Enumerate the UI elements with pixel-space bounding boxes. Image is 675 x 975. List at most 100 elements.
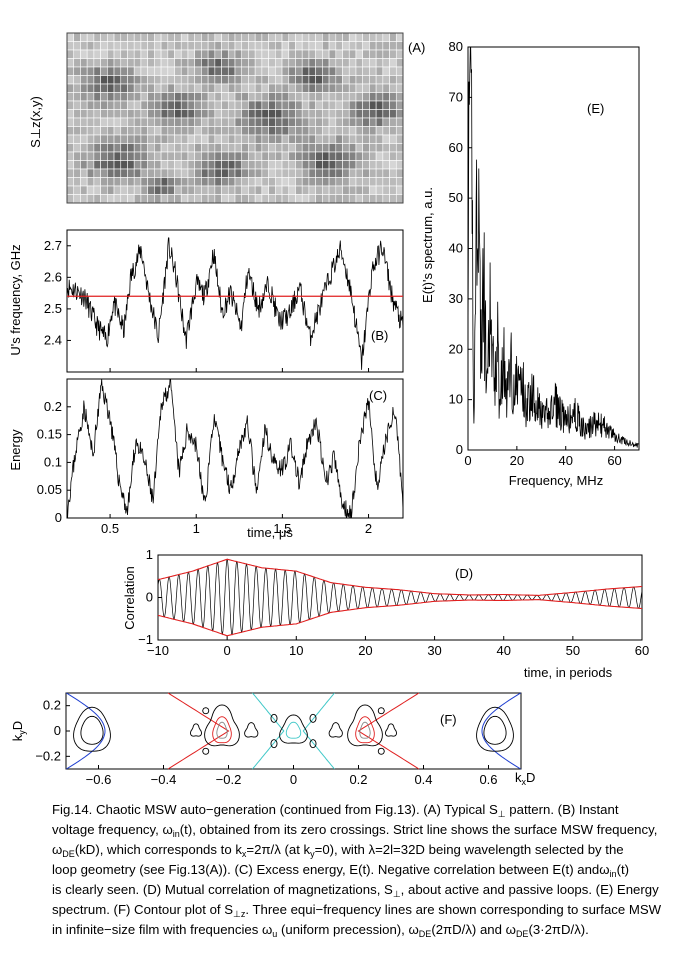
pattern-cell bbox=[100, 49, 108, 59]
pattern-cell bbox=[369, 160, 377, 170]
pattern-cell bbox=[322, 32, 330, 42]
pattern-cell bbox=[180, 185, 189, 195]
pattern-cell bbox=[73, 134, 81, 144]
mid-contour-left bbox=[204, 704, 240, 747]
pattern-cell bbox=[288, 83, 296, 93]
pattern-cell bbox=[281, 160, 290, 170]
pattern-cell bbox=[322, 58, 330, 68]
pattern-cell bbox=[322, 100, 330, 110]
pattern-cell bbox=[187, 109, 195, 119]
pattern-cell bbox=[342, 151, 350, 161]
pattern-cell bbox=[120, 100, 128, 110]
pattern-cell bbox=[86, 177, 95, 187]
pattern-cell bbox=[342, 126, 350, 136]
pattern-cell bbox=[227, 83, 236, 93]
pattern-cell bbox=[93, 83, 101, 93]
pattern-cell bbox=[120, 185, 128, 195]
panel-b-y-tick-label: 2.7 bbox=[44, 238, 62, 253]
pattern-cell bbox=[342, 83, 350, 93]
pattern-cell bbox=[295, 134, 303, 144]
pattern-cell bbox=[375, 168, 384, 178]
pattern-cell bbox=[100, 194, 108, 204]
pattern-cell bbox=[194, 194, 202, 204]
pattern-cell bbox=[328, 66, 337, 76]
pattern-cell bbox=[127, 100, 135, 110]
pattern-cell bbox=[154, 177, 162, 187]
pattern-cell bbox=[73, 117, 81, 127]
pattern-cell bbox=[194, 151, 202, 161]
pattern-cell bbox=[234, 32, 243, 42]
pattern-cell bbox=[86, 160, 95, 170]
pattern-cell bbox=[355, 58, 363, 68]
pattern-cell bbox=[73, 185, 81, 195]
pattern-cell bbox=[167, 177, 175, 187]
pattern-cell bbox=[167, 185, 175, 195]
pattern-cell bbox=[120, 75, 128, 85]
pattern-cell bbox=[154, 41, 162, 51]
pattern-cell bbox=[107, 151, 115, 161]
pattern-cell bbox=[389, 49, 397, 59]
pattern-cell bbox=[268, 100, 276, 110]
pattern-cell bbox=[301, 75, 310, 85]
pattern-cell bbox=[154, 32, 162, 42]
pattern-cell bbox=[395, 92, 404, 102]
pattern-cell bbox=[140, 168, 148, 178]
pattern-cell bbox=[315, 83, 323, 93]
pattern-cell bbox=[147, 92, 155, 102]
pattern-cell bbox=[315, 194, 323, 204]
pattern-cell bbox=[73, 151, 81, 161]
pattern-cell bbox=[248, 83, 256, 93]
pattern-cell bbox=[93, 143, 101, 153]
pattern-cell bbox=[328, 160, 337, 170]
pattern-cell bbox=[241, 126, 249, 136]
pattern-cell bbox=[335, 58, 343, 68]
pattern-cell bbox=[328, 58, 337, 68]
pattern-cell bbox=[348, 185, 357, 195]
pattern-cell bbox=[301, 160, 310, 170]
panel-f-plot bbox=[66, 692, 521, 770]
pattern-cell bbox=[140, 160, 148, 170]
pattern-cell bbox=[180, 58, 189, 68]
pattern-cell bbox=[315, 126, 323, 136]
pattern-cell bbox=[100, 41, 108, 51]
pattern-cell bbox=[369, 100, 377, 110]
pattern-cell bbox=[308, 58, 316, 68]
pattern-cell bbox=[301, 168, 310, 178]
panel-f-ylabel: kyD bbox=[10, 721, 27, 741]
pattern-cell bbox=[248, 75, 256, 85]
pattern-cell bbox=[389, 185, 397, 195]
pattern-cell bbox=[174, 194, 182, 204]
pattern-cell bbox=[113, 177, 122, 187]
pattern-cell bbox=[268, 126, 276, 136]
pattern-cell bbox=[395, 177, 404, 187]
pattern-cell bbox=[113, 134, 122, 144]
pattern-cell bbox=[194, 109, 202, 119]
pattern-cell bbox=[133, 151, 142, 161]
panel-e-x-tick-label: 60 bbox=[607, 453, 621, 468]
pattern-cell bbox=[227, 100, 236, 110]
pattern-cell bbox=[113, 109, 122, 119]
pattern-cell bbox=[80, 32, 88, 42]
pattern-cell bbox=[301, 185, 310, 195]
pattern-cell bbox=[362, 32, 370, 42]
pattern-cell bbox=[375, 58, 384, 68]
pattern-cell bbox=[113, 160, 122, 170]
pattern-cell bbox=[93, 32, 101, 42]
pattern-cell bbox=[268, 134, 276, 144]
pattern-cell bbox=[80, 126, 88, 136]
pattern-cell bbox=[133, 83, 142, 93]
pattern-cell bbox=[113, 151, 122, 161]
pattern-cell bbox=[295, 66, 303, 76]
pattern-cell bbox=[335, 177, 343, 187]
pattern-cell bbox=[241, 100, 249, 110]
pattern-cell bbox=[214, 126, 222, 136]
pattern-cell bbox=[127, 160, 135, 170]
pattern-cell bbox=[80, 160, 88, 170]
pattern-cell bbox=[389, 168, 397, 178]
pattern-cell bbox=[348, 109, 357, 119]
pattern-cell bbox=[174, 92, 182, 102]
pattern-cell bbox=[254, 134, 263, 144]
pattern-cell bbox=[154, 58, 162, 68]
pattern-cell bbox=[261, 117, 269, 127]
pattern-cell bbox=[140, 75, 148, 85]
